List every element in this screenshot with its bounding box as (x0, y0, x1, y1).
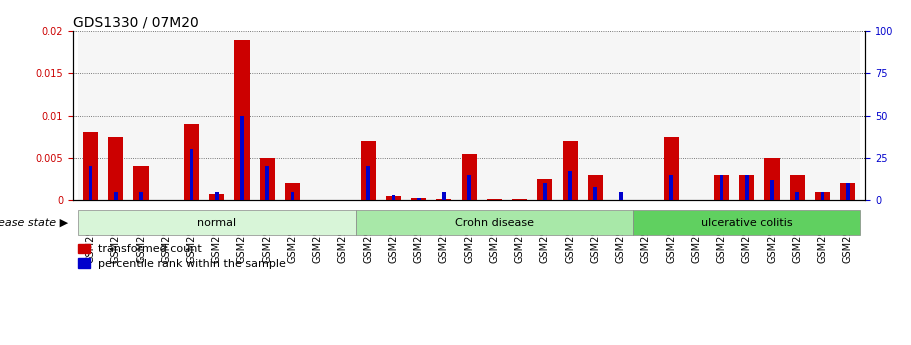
Bar (241, 116, 244, 200)
Bar (507, 31, 532, 200)
Bar (810, 31, 835, 200)
Bar (467, 175, 471, 200)
Text: ulcerative colitis: ulcerative colitis (701, 218, 793, 227)
Bar (179, 31, 204, 200)
Bar (78, 210, 355, 235)
Bar (821, 192, 824, 200)
Bar (456, 31, 482, 200)
Bar (835, 31, 860, 200)
Bar (417, 198, 421, 200)
Bar (633, 31, 659, 200)
Bar (739, 175, 754, 200)
Text: GDS1330 / 07M20: GDS1330 / 07M20 (73, 16, 199, 30)
Bar (260, 158, 275, 200)
Bar (663, 137, 679, 200)
Bar (760, 31, 784, 200)
Bar (254, 31, 280, 200)
Bar (234, 39, 250, 200)
Bar (720, 175, 723, 200)
Bar (659, 31, 684, 200)
Bar (265, 166, 269, 200)
Bar (482, 31, 507, 200)
Bar (840, 183, 855, 200)
Bar (78, 31, 103, 200)
Bar (462, 154, 476, 200)
Bar (230, 31, 254, 200)
Bar (184, 124, 200, 200)
Bar (543, 183, 547, 200)
Text: normal: normal (197, 218, 236, 227)
Bar (815, 191, 830, 200)
Bar (795, 192, 799, 200)
Bar (486, 199, 502, 200)
Bar (103, 31, 128, 200)
Bar (291, 192, 294, 200)
Bar (593, 187, 598, 200)
Bar (568, 171, 572, 200)
Bar (366, 166, 370, 200)
Bar (285, 183, 300, 200)
Bar (114, 192, 118, 200)
Bar (619, 192, 622, 200)
Bar (532, 31, 558, 200)
Bar (108, 137, 123, 200)
Bar (436, 199, 452, 200)
Bar (128, 31, 154, 200)
Text: disease state ▶: disease state ▶ (0, 218, 68, 227)
Bar (204, 31, 230, 200)
Text: Crohn disease: Crohn disease (455, 218, 534, 227)
Bar (709, 31, 734, 200)
Bar (139, 192, 143, 200)
Bar (537, 179, 552, 200)
Bar (215, 192, 219, 200)
Bar (745, 175, 749, 200)
Bar (381, 31, 406, 200)
Bar (442, 192, 445, 200)
Bar (331, 31, 355, 200)
Bar (790, 175, 805, 200)
Bar (392, 195, 395, 200)
Bar (670, 175, 673, 200)
Bar (512, 199, 527, 200)
Bar (563, 141, 578, 200)
Bar (583, 31, 608, 200)
Bar (770, 180, 774, 200)
Bar (846, 183, 850, 200)
Bar (133, 166, 148, 200)
Bar (154, 31, 179, 200)
Bar (210, 194, 224, 200)
Legend: transformed count, percentile rank within the sample: transformed count, percentile rank withi… (78, 244, 286, 269)
Bar (784, 31, 810, 200)
Bar (684, 31, 709, 200)
Bar (189, 149, 193, 200)
Bar (588, 175, 603, 200)
Bar (305, 31, 331, 200)
Bar (355, 31, 381, 200)
Bar (361, 141, 375, 200)
Bar (431, 31, 456, 200)
Bar (734, 31, 760, 200)
Bar (406, 31, 431, 200)
Bar (558, 31, 583, 200)
Bar (83, 132, 98, 200)
Bar (608, 31, 633, 200)
Bar (280, 31, 305, 200)
Bar (714, 175, 729, 200)
Bar (386, 196, 401, 200)
Bar (633, 210, 860, 235)
Bar (764, 158, 780, 200)
Bar (88, 166, 92, 200)
Bar (411, 198, 426, 200)
Bar (355, 210, 633, 235)
